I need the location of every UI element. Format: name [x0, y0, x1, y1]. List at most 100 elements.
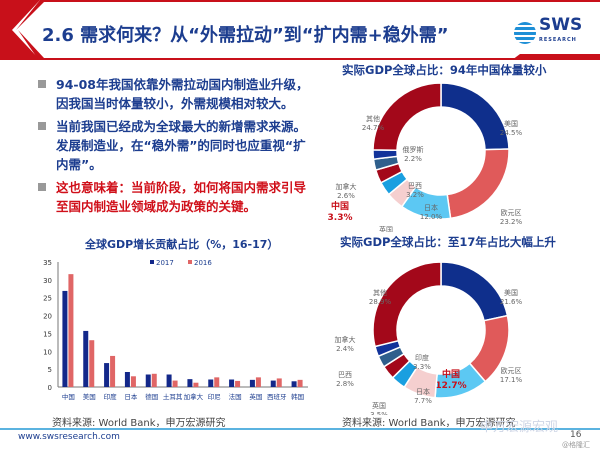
slice-value: 23.2% — [500, 218, 523, 226]
x-tick-label: 中国 — [62, 392, 75, 401]
slice-value: 3.2% — [406, 191, 424, 199]
bullet-text: 这也意味着：当前阶段，如何将国内需求引导至国内制造业领域成为政策的关键。 — [56, 180, 307, 214]
slice-label: 巴西 — [338, 371, 352, 379]
bar-2016 — [297, 379, 303, 387]
bar-2017 — [145, 374, 151, 387]
watermark-2: @格隆汇 — [562, 441, 590, 449]
slice-label: 英国 — [379, 225, 393, 232]
legend-label: 2016 — [194, 259, 212, 267]
bar-2017 — [208, 379, 214, 387]
slice-value: 2.4% — [336, 345, 354, 353]
watermark: 申万宏源宏观 — [480, 420, 559, 435]
donut-chart-1994: 美国24.5%欧元区23.2%日本12.0%英国4.2%中国3.3%巴西3.2%… — [328, 82, 523, 232]
slice-value: 2.2% — [404, 155, 422, 163]
slice-label: 巴西 — [408, 182, 422, 190]
bullet-text: 94-08年我国依靠外需拉动国内制造业升级，因我国当时体量较小，外需规模相对较大… — [56, 77, 309, 111]
x-tick-label: 加拿大 — [184, 392, 204, 401]
x-tick-label: 印尼 — [208, 393, 221, 401]
logo-text: SWS — [539, 15, 583, 35]
donut-slice — [440, 82, 510, 151]
bullet-item: 当前我国已经成为全球最大的新增需求来源。发展制造业，在“稳外需”的同时也应重视“… — [38, 117, 318, 174]
slice-label: 加拿大 — [336, 182, 357, 191]
y-tick-label: 5 — [48, 366, 52, 374]
bar-2017 — [249, 379, 255, 387]
slice-label: 欧元区 — [501, 208, 522, 217]
bar-2016 — [255, 377, 261, 387]
slice-value: 17.1% — [500, 376, 523, 384]
bullet-list: 94-08年我国依靠外需拉动国内制造业升级，因我国当时体量较小，外需规模相对较大… — [38, 75, 318, 220]
bullet-text: 当前我国已经成为全球最大的新增需求来源。发展制造业，在“稳外需”的同时也应重视“… — [56, 119, 307, 172]
footer-divider — [0, 428, 600, 430]
y-tick-label: 10 — [43, 348, 52, 356]
y-tick-label: 15 — [43, 330, 52, 338]
slice-value: 24.7% — [362, 124, 385, 132]
bar-2017 — [291, 381, 297, 387]
bar-2016 — [130, 376, 136, 387]
slice-label: 日本 — [424, 203, 438, 212]
slice-value: 2.8% — [336, 380, 354, 388]
x-tick-label: 日本 — [124, 392, 138, 401]
bullet-item: 这也意味着：当前阶段，如何将国内需求引导至国内制造业领域成为政策的关键。 — [38, 178, 318, 216]
donut-slice — [440, 261, 509, 322]
page-number: 16 — [570, 430, 582, 440]
bar-2017 — [270, 380, 276, 387]
slice-value: 28.9% — [369, 298, 392, 306]
bar-2016 — [68, 274, 74, 387]
slice-label: 中国 — [442, 368, 460, 380]
slice-value: 2.6% — [337, 192, 355, 200]
y-tick-label: 25 — [43, 295, 52, 303]
slice-value: 3.5% — [370, 411, 388, 415]
bar-chart: 0 5 10 15 20 25 30 35 中国 美国 印度 日本 德国 土耳其 加拿大 印尼 法国 英国 西班牙韩… — [43, 259, 308, 401]
x-tick-label: 法国 — [229, 392, 242, 401]
bar-2016 — [151, 373, 157, 387]
slice-label: 加拿大 — [335, 335, 356, 344]
donut-2017-title: 实际GDP全球占比：至17年占比大幅上升 — [340, 235, 556, 249]
bar-2016 — [276, 378, 282, 387]
slice-label: 其他 — [366, 114, 380, 123]
slice-value: 12.0% — [420, 213, 443, 221]
y-tick-label: 35 — [43, 259, 52, 267]
bar-2017 — [104, 363, 110, 387]
slice-label: 俄罗斯 — [403, 145, 424, 154]
x-tick-label: 韩国 — [291, 392, 304, 401]
bar-2016 — [172, 380, 178, 387]
slice-label: 英国 — [372, 401, 386, 410]
bullet-square-icon — [38, 80, 46, 88]
slice-value: 12.7% — [435, 381, 466, 391]
bullet-square-icon — [38, 122, 46, 130]
logo-icon — [514, 22, 536, 44]
slice-label: 日本 — [416, 387, 430, 396]
legend-swatch — [150, 260, 154, 264]
bar-chart-title: 全球GDP增长贡献占比（%，16-17） — [85, 238, 279, 251]
legend-label: 2017 — [156, 259, 174, 267]
x-tick-label: 土耳其 — [163, 392, 183, 401]
header-decoration — [0, 0, 600, 60]
bar-2017 — [187, 379, 193, 387]
slice-value: 3.3% — [413, 363, 431, 371]
slice-value: 24.5% — [500, 129, 523, 137]
donut-slice — [446, 148, 510, 220]
logo-subtext: RESEARCH — [539, 37, 577, 43]
bullet-item: 94-08年我国依靠外需拉动国内制造业升级，因我国当时体量较小，外需规模相对较大… — [38, 75, 318, 113]
slice-value: 21.6% — [500, 298, 523, 306]
bar-2016 — [214, 377, 220, 387]
slice-label: 美国 — [504, 119, 518, 128]
footer-url[interactable]: www.swsresearch.com — [18, 432, 120, 442]
x-tick-label: 西班牙 — [267, 392, 287, 401]
x-tick-label: 英国 — [249, 392, 262, 401]
y-tick-label: 20 — [43, 313, 52, 321]
bullet-square-icon — [38, 183, 46, 191]
slice-label: 印度 — [415, 353, 429, 362]
legend-swatch — [188, 260, 192, 264]
slice-label: 中国 — [331, 200, 349, 212]
bar-2017 — [62, 290, 68, 387]
bar-2017 — [166, 374, 172, 387]
slice-label: 欧元区 — [501, 366, 522, 375]
donut-slice — [372, 82, 442, 152]
donut-1994-title: 实际GDP全球占比：94年中国体量较小 — [342, 63, 547, 77]
bar-2016 — [89, 340, 95, 387]
sws-logo: SWS RESEARCH — [514, 15, 583, 48]
bar-2017 — [124, 372, 130, 387]
x-tick-label: 德国 — [145, 392, 158, 401]
